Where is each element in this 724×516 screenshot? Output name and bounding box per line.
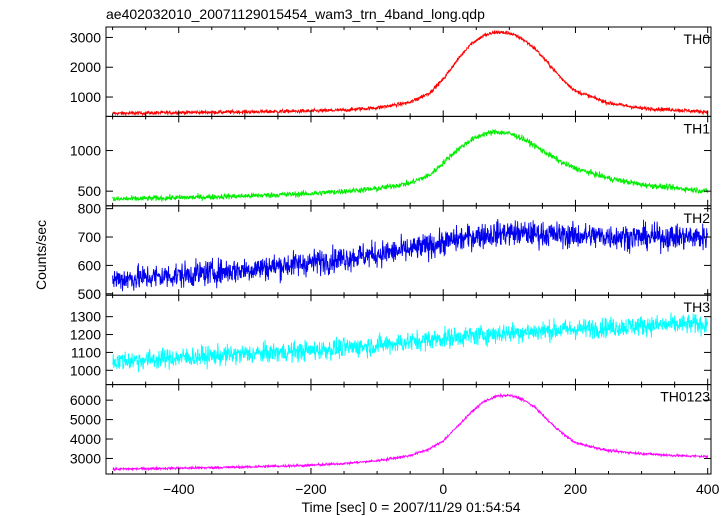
- y-tick-label: 700: [78, 229, 102, 245]
- y-tick-label: 5000: [70, 412, 101, 428]
- y-tick-label: 3000: [70, 29, 101, 45]
- panel-label: TH0: [684, 31, 711, 47]
- panel-label: TH1: [684, 120, 711, 136]
- y-tick-label: 500: [78, 183, 102, 199]
- series-line-th3: [112, 312, 709, 373]
- y-tick-label: 1300: [70, 309, 101, 325]
- panel-th2: 500 600 700 800 TH2: [78, 201, 712, 302]
- chart-title: ae402032010_20071129015454_wam3_trn_4ban…: [106, 6, 485, 22]
- y-tick-label: 4000: [70, 431, 101, 447]
- panel-label: TH2: [684, 210, 711, 226]
- x-tick-label: −200: [295, 481, 327, 497]
- panel-frame: [105, 384, 712, 475]
- series-line-th2: [112, 218, 709, 292]
- panel-th0123: 3000 4000 5000 6000 TH0123: [70, 384, 712, 475]
- x-axis-label: Time [sec] 0 = 2007/11/29 01:54:54: [301, 499, 520, 515]
- y-tick-label: 3000: [70, 450, 101, 466]
- y-tick-label: 1200: [70, 327, 101, 343]
- y-axis-label: Counts/sec: [33, 220, 49, 290]
- y-tick-label: 1000: [70, 89, 101, 105]
- x-tick-label: 400: [696, 481, 720, 497]
- y-tick-label: 1100: [71, 344, 101, 360]
- y-tick-label: 6000: [70, 392, 101, 408]
- panel-label: TH0123: [660, 389, 710, 405]
- x-tick-label: −400: [163, 481, 195, 497]
- series-line-th0123: [112, 392, 709, 472]
- y-tick-label: 1000: [70, 362, 101, 378]
- series-line-th0: [112, 29, 709, 117]
- series-line-th1: [112, 128, 709, 202]
- y-tick-label: 2000: [70, 59, 101, 75]
- y-tick-label: 1000: [70, 143, 101, 159]
- y-tick-label: 800: [78, 201, 102, 217]
- y-tick-label: 500: [78, 286, 102, 302]
- panel-label: TH3: [684, 299, 711, 315]
- x-tick-label: 0: [439, 481, 447, 497]
- y-tick-label: 600: [78, 257, 102, 273]
- x-tick-label: 200: [564, 481, 588, 497]
